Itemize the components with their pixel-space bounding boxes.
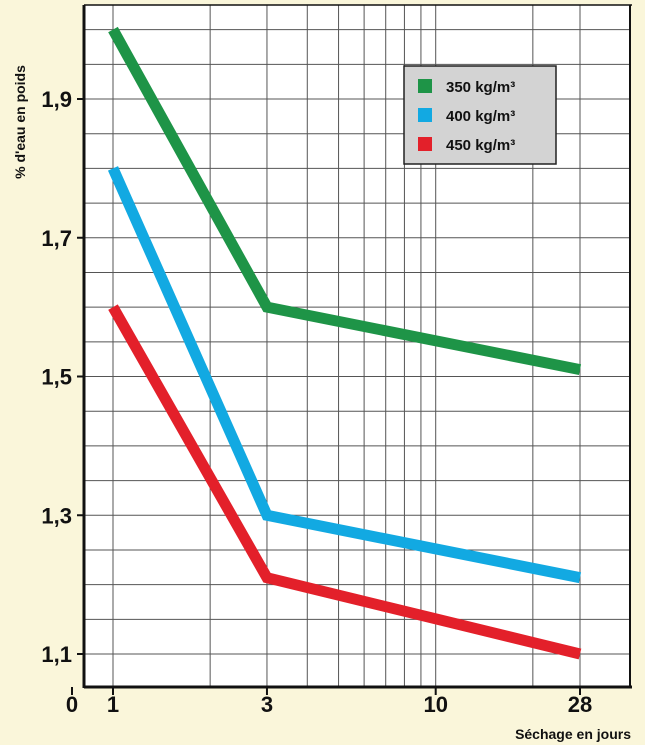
grid [84, 5, 630, 687]
y-ticks: 1,9 1,7 1,5 1,3 1,1 [41, 87, 84, 667]
y-tick-label: 1,3 [41, 503, 72, 528]
legend-swatch [418, 79, 432, 93]
y-tick-label: 1,7 [41, 226, 72, 251]
legend-swatch [418, 108, 432, 122]
y-axis-title: % d'eau en poids [12, 65, 28, 179]
y-tick-label: 1,5 [41, 365, 72, 390]
legend-label: 350 kg/m³ [446, 79, 515, 96]
y-tick-label: 1,9 [41, 87, 72, 112]
x-tick-label: 1 [107, 692, 119, 717]
x-tick-label: 3 [261, 692, 273, 717]
y-tick-label: 1,1 [41, 642, 72, 667]
x-tick-label: 10 [423, 692, 447, 717]
series-line [108, 304, 582, 660]
series-line [108, 26, 582, 375]
x-ticks: 0 1 3 10 28 [66, 687, 592, 717]
x-axis-title: Séchage en jours [515, 726, 631, 742]
legend-label: 400 kg/m³ [446, 108, 515, 125]
series-line [107, 166, 582, 584]
legend: 350 kg/m³ 400 kg/m³ 450 kg/m³ [403, 65, 557, 165]
series-layer [107, 26, 582, 660]
x-tick-label: 0 [66, 692, 78, 717]
legend-swatch [418, 137, 432, 151]
legend-label: 450 kg/m³ [446, 137, 515, 154]
x-tick-label: 28 [568, 692, 592, 717]
